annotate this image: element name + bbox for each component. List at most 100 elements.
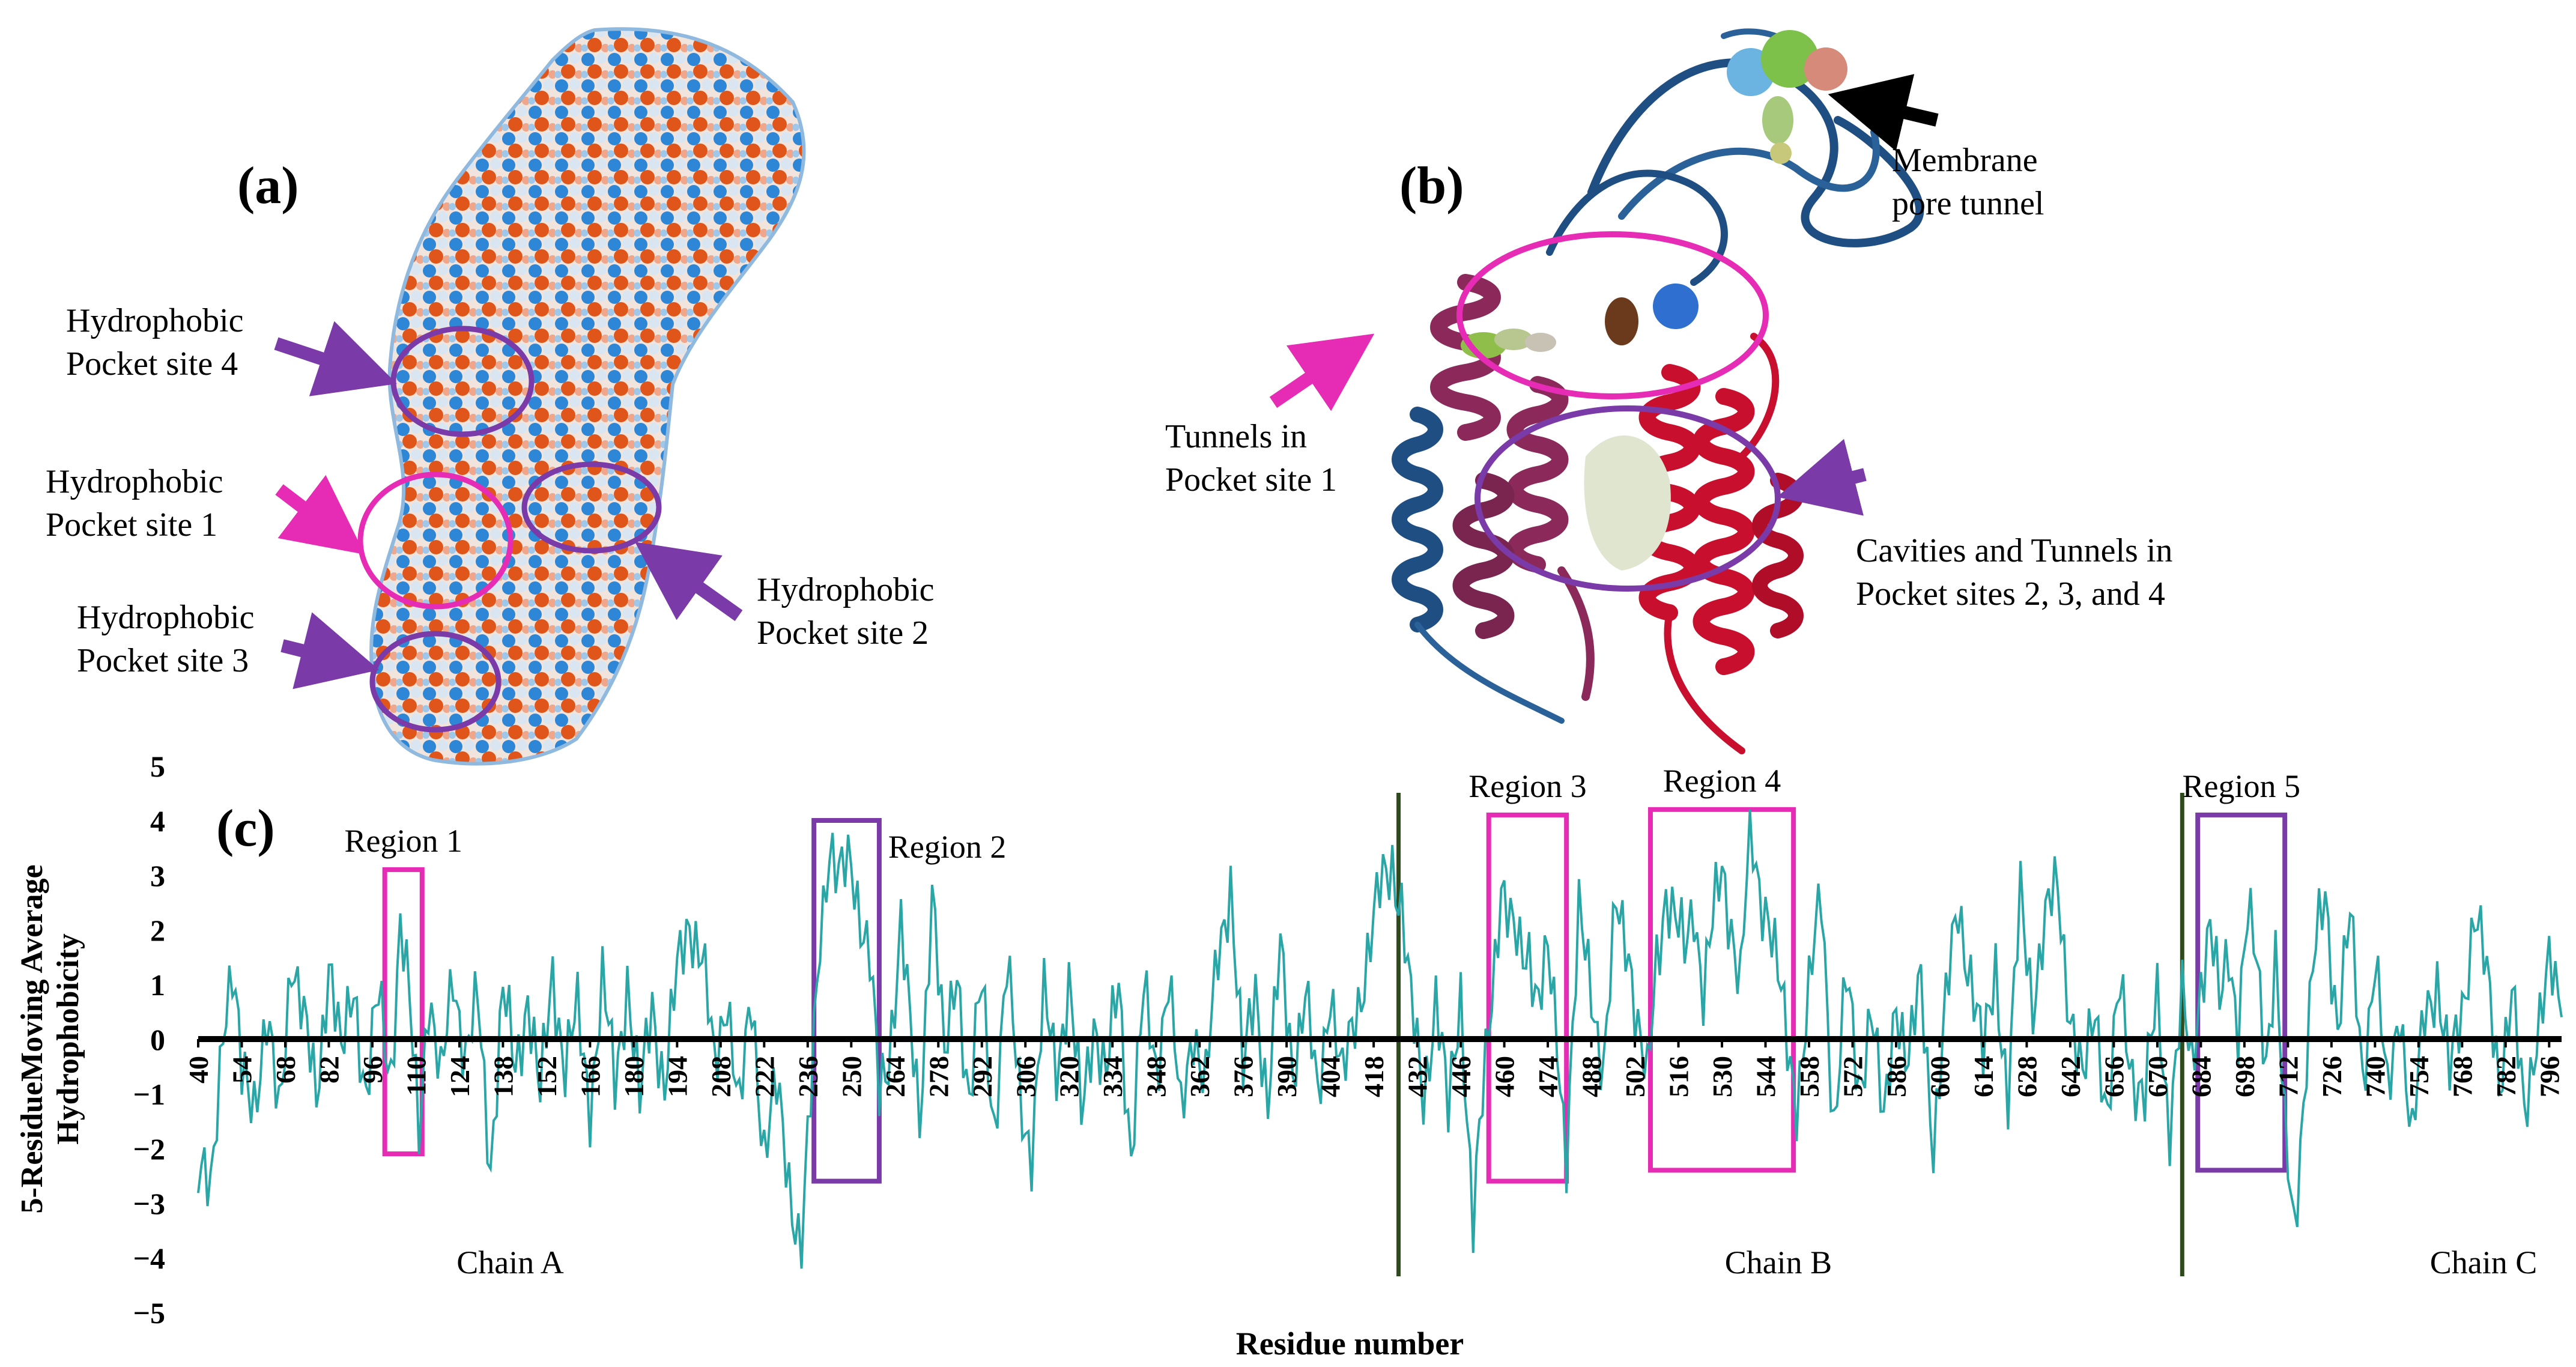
x-tick-label: 474 [1533, 1056, 1563, 1097]
region-label: Region 5 [2182, 768, 2300, 804]
x-tick-label: 40 [183, 1056, 214, 1084]
x-tick-label: 96 [357, 1056, 388, 1084]
membrane-pore-label: Membrane pore tunnel [1892, 142, 2046, 222]
x-tick-label: 390 [1271, 1056, 1302, 1097]
x-tick-label: 152 [532, 1056, 562, 1097]
x-tick-label: 348 [1141, 1056, 1172, 1097]
cavities-arrow [1777, 438, 1867, 516]
x-tick-label: 236 [793, 1056, 823, 1097]
chain-label: Chain C [2430, 1244, 2538, 1281]
x-tick-label: 684 [2186, 1056, 2216, 1097]
x-tick-label: 404 [1315, 1056, 1346, 1097]
x-tick-label: 600 [1924, 1056, 1955, 1097]
pocket-site-1-label: Hydrophobic Pocket site 1 [46, 463, 232, 544]
panel-a-label: (a) [237, 157, 299, 215]
panel-c-label: (c) [216, 799, 275, 858]
pocket-site-2-circle [521, 461, 662, 554]
x-tick-label: 796 [2534, 1056, 2565, 1097]
x-tick-label: 782 [2491, 1056, 2521, 1097]
x-tick-label: 516 [1664, 1056, 1694, 1097]
tunnels-pocket-site-1-circle [1456, 231, 1769, 399]
y-tick-label: 1 [150, 968, 165, 1002]
x-tick-label: 54 [226, 1056, 257, 1084]
chain-dividers [1396, 793, 2184, 1276]
x-tick-label: 586 [1881, 1056, 1912, 1097]
y-tick-label: −2 [133, 1132, 166, 1166]
chain-labels: Chain A Chain B Chain C [456, 1244, 2537, 1281]
y-tick-labels: 5 4 3 2 1 0 −1 −2 −3 −4 −5 [133, 750, 166, 1330]
x-tick-label: 698 [2229, 1056, 2260, 1097]
pocket-site-4-label: Hydrophobic Pocket site 4 [66, 302, 252, 383]
region-box [2195, 812, 2288, 1173]
x-tick-label: 264 [880, 1056, 911, 1097]
pocket-site-2-arrow [635, 542, 743, 621]
y-tick-label: 4 [150, 804, 165, 838]
x-tick-label: 306 [1010, 1056, 1041, 1097]
x-tick-label: 740 [2360, 1056, 2390, 1097]
x-tick-label: 446 [1446, 1056, 1476, 1097]
x-tick-label: 68 [270, 1056, 301, 1084]
hydrophobicity-line [197, 809, 2563, 1269]
x-tick-label: 110 [401, 1056, 431, 1096]
x-tick-label: 642 [2055, 1056, 2086, 1097]
x-axis-title: Residue number [1236, 1326, 1464, 1362]
y-axis-title: 5-ResidueMoving Average [15, 864, 49, 1213]
x-tick-label: 670 [2142, 1056, 2173, 1097]
x-tick-label: 726 [2317, 1056, 2347, 1097]
x-tick-label: 418 [1359, 1056, 1389, 1097]
protein-surface-image [369, 27, 806, 766]
x-tick-label: 558 [1794, 1056, 1825, 1097]
region-box [811, 818, 882, 1184]
y-tick-label: 3 [150, 859, 165, 893]
x-tick-labels: 40 54 68 82 96 110 124 138 152 166 180 194 208 222 236… [183, 1039, 2565, 1097]
region-label: Region 3 [1468, 768, 1587, 804]
x-tick-label: 166 [575, 1056, 605, 1097]
cavities-label: Cavities and Tunnels in Pocket sites 2, … [1856, 532, 2181, 613]
x-tick-label: 292 [967, 1056, 998, 1097]
pocket-site-1-arrow [275, 474, 365, 555]
pocket-site-3-arrow [280, 612, 380, 690]
region-label: Region 4 [1663, 763, 1781, 799]
x-tick-label: 362 [1184, 1056, 1215, 1097]
x-tick-label: 544 [1751, 1056, 1781, 1097]
x-tick-label: 628 [2011, 1056, 2042, 1097]
region-boxes [382, 807, 2288, 1184]
x-tick-label: 278 [923, 1056, 954, 1097]
region-label: Region 1 [344, 823, 462, 859]
x-tick-label: 460 [1490, 1056, 1520, 1097]
x-tick-label: 320 [1054, 1056, 1085, 1097]
x-tick-label: 180 [619, 1056, 649, 1097]
y-tick-label: 5 [150, 750, 165, 783]
x-tick-label: 138 [488, 1056, 518, 1097]
pocket-site-3-label: Hydrophobic Pocket site 3 [77, 599, 263, 679]
region-box [1647, 807, 1796, 1173]
y-tick-label: −3 [133, 1187, 166, 1220]
membrane-arrow [1828, 74, 1939, 151]
x-tick-label: 222 [749, 1056, 780, 1097]
panel-a: (a) Hydrophobic Pocket site 4 Hydrophobi… [46, 27, 943, 766]
x-tick-label: 614 [1968, 1056, 1999, 1097]
region-box [1486, 812, 1569, 1184]
x-tick-label: 82 [314, 1056, 344, 1084]
y-tick-label: −5 [133, 1296, 166, 1330]
protein-ribbon-image [1392, 28, 1924, 754]
x-tick-label: 712 [2273, 1056, 2303, 1097]
y-tick-label: −1 [133, 1078, 166, 1111]
panel-b-label: (b) [1399, 157, 1464, 215]
x-tick-label: 572 [1838, 1056, 1868, 1097]
x-tick-label: 432 [1402, 1056, 1433, 1097]
panel-c-chart: (c) 5-ResidueMoving Average Hydrophobici… [15, 750, 2565, 1362]
x-tick-label: 124 [444, 1056, 475, 1097]
pocket-site-2-label: Hydrophobic Pocket site 2 [757, 571, 943, 652]
chain-label: Chain A [456, 1244, 564, 1281]
x-tick-label: 656 [2099, 1056, 2129, 1097]
x-tick-label: 194 [662, 1056, 692, 1097]
x-tick-label: 754 [2404, 1056, 2434, 1097]
x-tick-label: 502 [1620, 1056, 1650, 1097]
tunnels-label: Tunnels in Pocket site 1 [1165, 418, 1337, 499]
y-tick-label: −4 [133, 1241, 166, 1275]
pocket-site-4-arrow [274, 321, 397, 396]
region-label: Region 2 [888, 829, 1007, 865]
chain-label: Chain B [1725, 1244, 1832, 1281]
